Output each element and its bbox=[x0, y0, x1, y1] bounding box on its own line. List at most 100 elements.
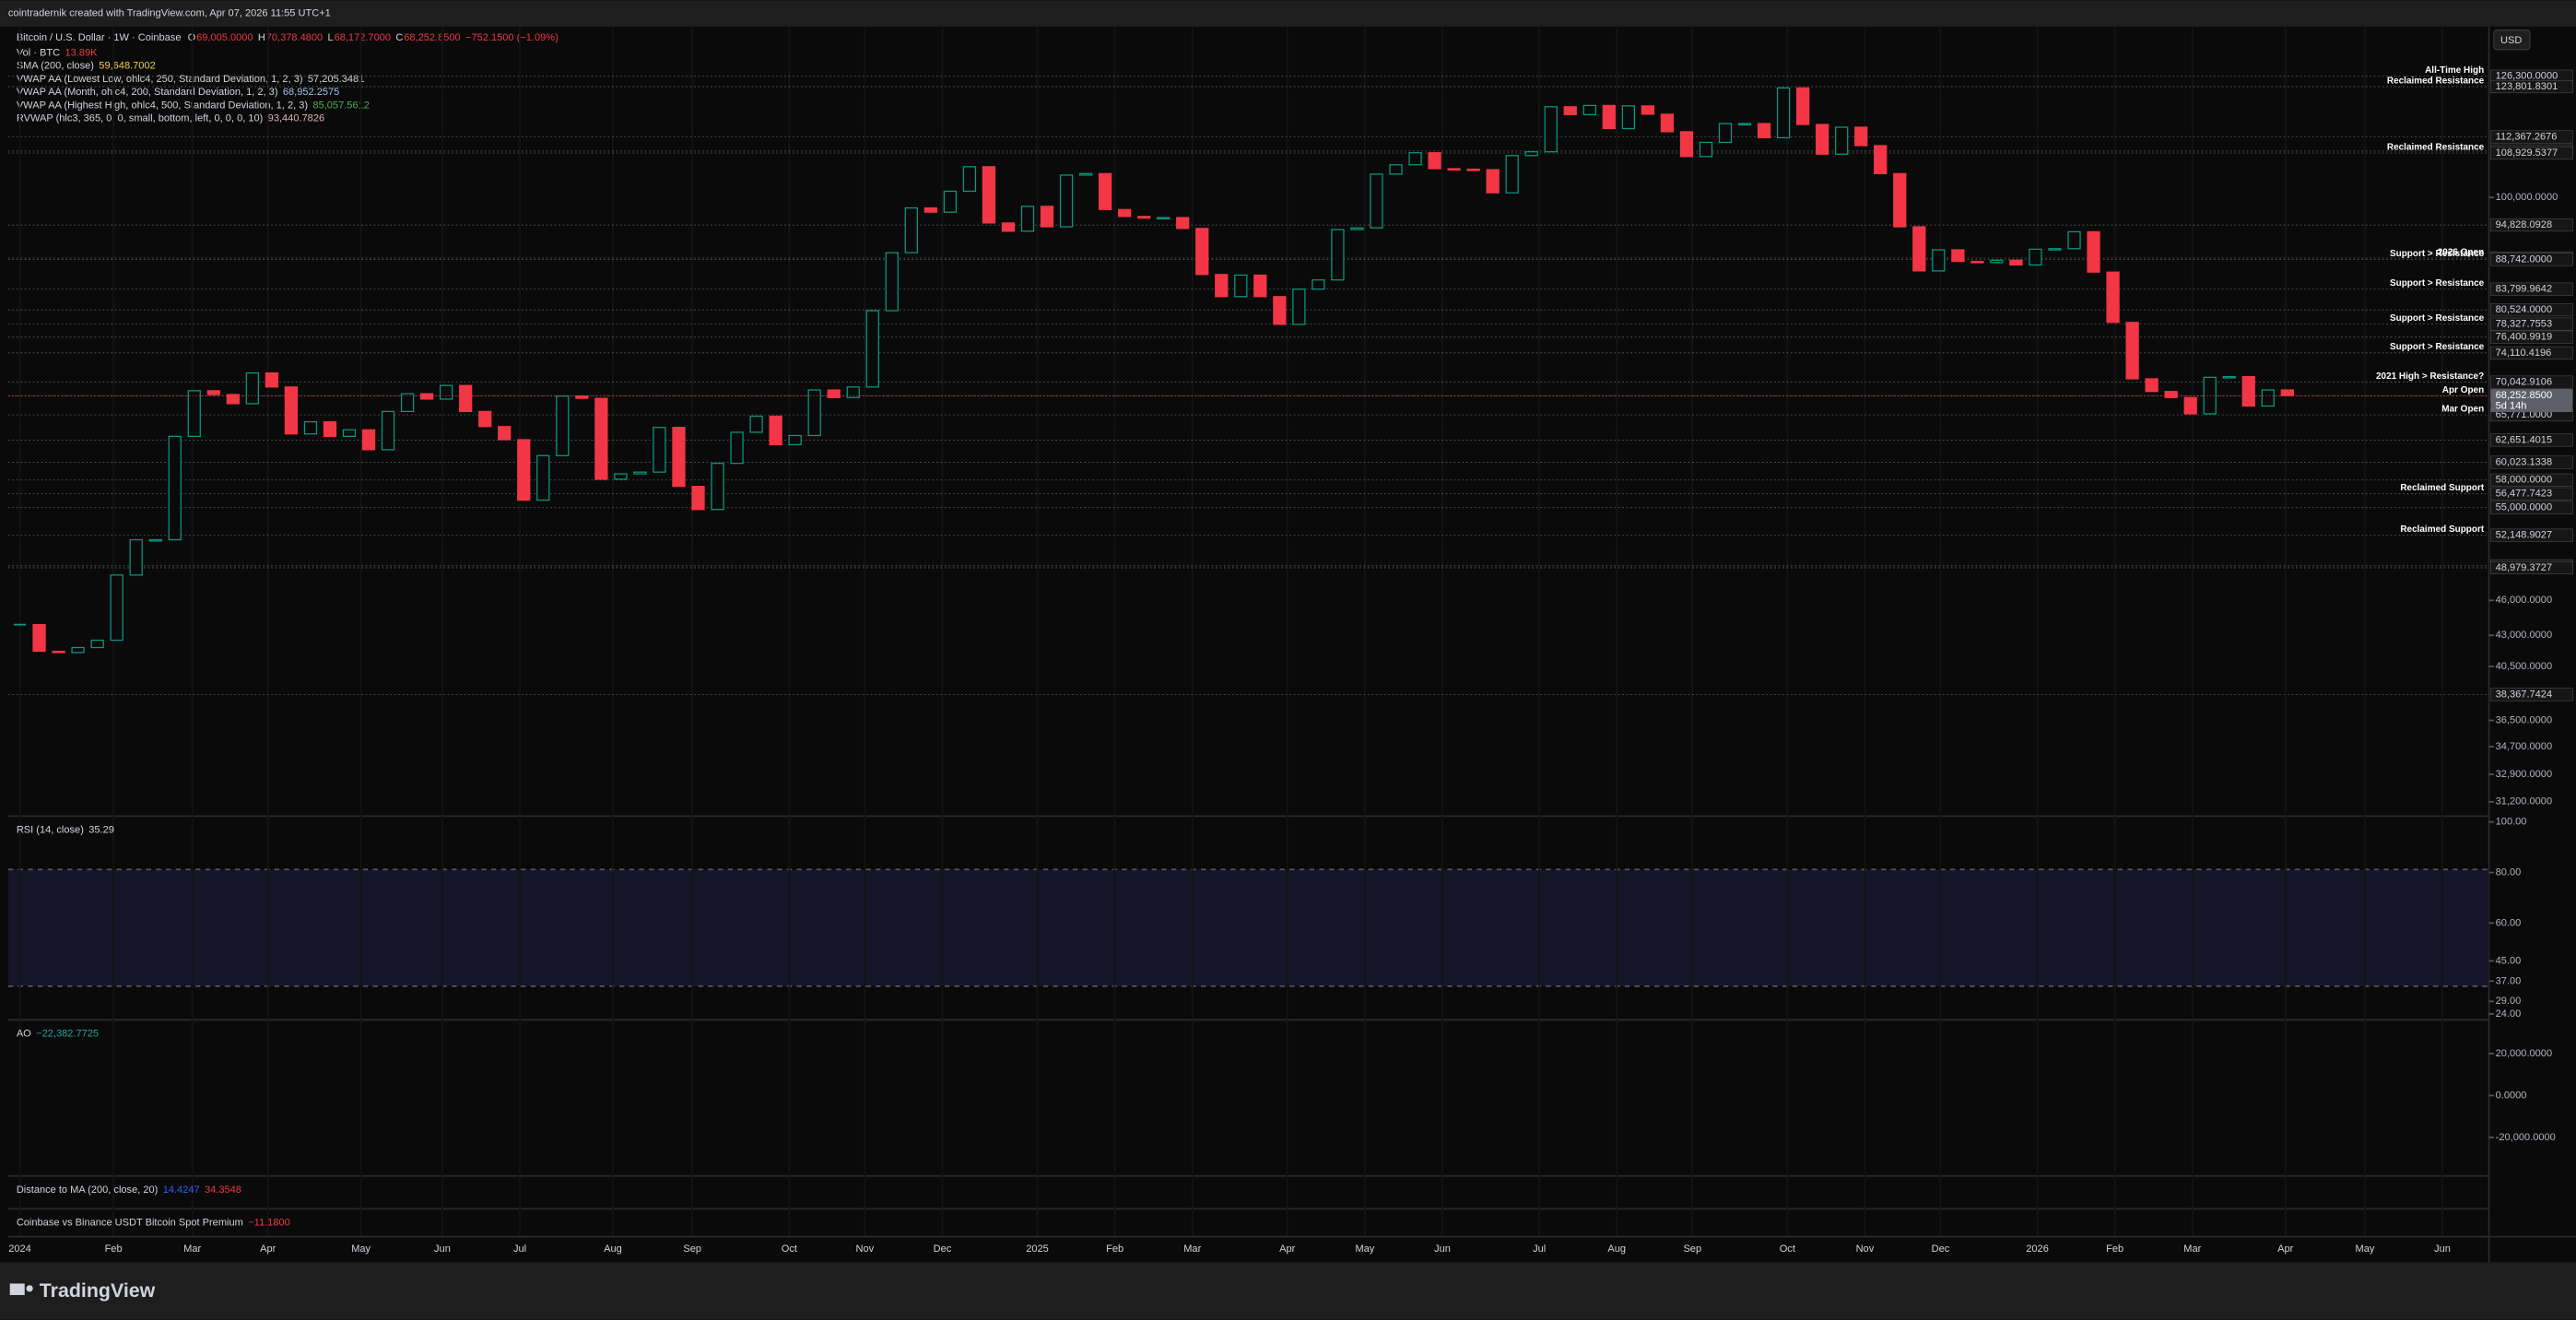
candle bbox=[342, 429, 357, 438]
candle bbox=[1544, 106, 1558, 153]
candle bbox=[1234, 274, 1248, 298]
pane-value: −22,382.7725 bbox=[36, 1028, 99, 1039]
candle bbox=[904, 206, 918, 253]
x-tick-label: Sep bbox=[1683, 1243, 1701, 1255]
level-tag-box bbox=[2490, 528, 2573, 542]
candle bbox=[168, 435, 182, 541]
x-tick-label: May bbox=[1355, 1243, 1374, 1255]
candle bbox=[923, 206, 937, 213]
currency[interactable]: USD bbox=[2500, 35, 2522, 46]
candle bbox=[2280, 389, 2294, 396]
countdown: 5d 14h bbox=[2496, 401, 2527, 412]
level-note: Reclaimed Support bbox=[2400, 483, 2485, 493]
level-tag-box bbox=[2490, 218, 2573, 232]
y-tick-label: 31,200.0000 bbox=[2496, 796, 2552, 807]
candle bbox=[1718, 123, 1733, 144]
symbol: Bitcoin / U.S. Dollar · 1W · Coinbase bbox=[17, 32, 182, 43]
x-tick-label: Jun bbox=[2434, 1243, 2451, 1255]
candle bbox=[865, 310, 879, 388]
level-note: Support > Resistance bbox=[2390, 249, 2485, 259]
x-tick-label: Dec bbox=[934, 1243, 952, 1255]
ohlc-key: H bbox=[258, 32, 265, 43]
y-tick-label: 0.0000 bbox=[2496, 1090, 2527, 1101]
x-tick-label: Jun bbox=[434, 1243, 451, 1255]
candle bbox=[1912, 226, 1926, 272]
currency-button[interactable] bbox=[2493, 29, 2531, 51]
candle bbox=[962, 166, 977, 193]
level-note: Support > Resistance bbox=[2390, 313, 2485, 324]
candle bbox=[575, 395, 589, 399]
candle bbox=[1932, 249, 1946, 272]
candle bbox=[419, 393, 434, 400]
candle bbox=[1020, 206, 1035, 232]
level-tag-box bbox=[2490, 303, 2573, 317]
candle bbox=[614, 473, 628, 480]
candle bbox=[1447, 168, 1461, 171]
candle bbox=[594, 397, 608, 480]
candle bbox=[788, 434, 802, 445]
candle bbox=[1078, 172, 1093, 176]
pane-title: RSI (14, close) bbox=[17, 824, 84, 835]
level-tag-box bbox=[2490, 79, 2573, 94]
candle bbox=[2106, 271, 2120, 324]
candle bbox=[206, 390, 220, 395]
candle bbox=[1660, 113, 1675, 133]
x-tick-label: Nov bbox=[1856, 1243, 1875, 1255]
candle bbox=[1990, 259, 2004, 264]
candle bbox=[2183, 396, 2197, 415]
level-tag: 123,801.8301 bbox=[2496, 81, 2558, 92]
y-tick-label: 32,900.0000 bbox=[2496, 769, 2552, 780]
x-tick-label: Mar bbox=[1183, 1243, 1201, 1255]
candle bbox=[1059, 174, 1074, 228]
current-price-box bbox=[2490, 389, 2573, 413]
candle bbox=[846, 386, 860, 398]
indicator-name: SMA (200, close) bbox=[17, 61, 94, 72]
level-note: Reclaimed Resistance bbox=[2387, 142, 2485, 152]
y-tick-label: 100.00 bbox=[2496, 817, 2527, 828]
candle bbox=[32, 623, 46, 653]
candle bbox=[303, 420, 318, 435]
candle bbox=[2164, 391, 2178, 398]
level-tag-box bbox=[2490, 346, 2573, 359]
level-tag: 80,524.0000 bbox=[2496, 304, 2552, 315]
level-tag-box bbox=[2490, 560, 2573, 575]
candle bbox=[2067, 230, 2081, 250]
x-tick-label: May bbox=[351, 1243, 371, 1255]
candle bbox=[1253, 274, 1267, 298]
candle bbox=[691, 486, 705, 511]
level-tag-box bbox=[2490, 473, 2573, 487]
candle bbox=[749, 415, 763, 433]
candle bbox=[1874, 145, 1888, 174]
level-tag: 74,110.4196 bbox=[2496, 348, 2552, 359]
ohlc-value: 68,252.8500 bbox=[404, 32, 460, 43]
indicator-value: 57,205.3481 bbox=[308, 74, 364, 85]
ohlc-key: C bbox=[395, 32, 403, 43]
x-tick-label: May bbox=[2356, 1243, 2375, 1255]
level-note: Mar Open bbox=[2441, 404, 2484, 414]
candle bbox=[1679, 131, 1694, 158]
level-tag-box bbox=[2490, 130, 2573, 144]
level-tag-box bbox=[2490, 330, 2573, 344]
indicator-name: VWAP AA (Highest High, ohlc4, 500, Stand… bbox=[17, 100, 308, 111]
candle bbox=[711, 463, 724, 511]
candle bbox=[1137, 216, 1151, 219]
level-tag: 83,799.9642 bbox=[2496, 284, 2552, 295]
candle bbox=[1757, 123, 1771, 139]
candle bbox=[187, 390, 201, 438]
candle bbox=[1331, 229, 1345, 281]
candle bbox=[536, 454, 550, 501]
pane-value: 14.4247 bbox=[163, 1184, 200, 1196]
x-tick-label: Feb bbox=[1106, 1243, 1123, 1255]
indicator-value: 13.89K bbox=[65, 47, 98, 58]
level-tag: 52,148.9027 bbox=[2496, 530, 2552, 541]
x-tick-label: Jun bbox=[1434, 1243, 1451, 1255]
level-tag-box bbox=[2490, 433, 2573, 447]
level-tag: 70,042.9106 bbox=[2496, 377, 2552, 388]
candle bbox=[885, 252, 899, 312]
candle bbox=[265, 371, 279, 388]
level-tag: 88,742.0000 bbox=[2496, 253, 2552, 265]
level-tag: 48,979.3727 bbox=[2496, 562, 2552, 573]
candle bbox=[1563, 106, 1577, 116]
